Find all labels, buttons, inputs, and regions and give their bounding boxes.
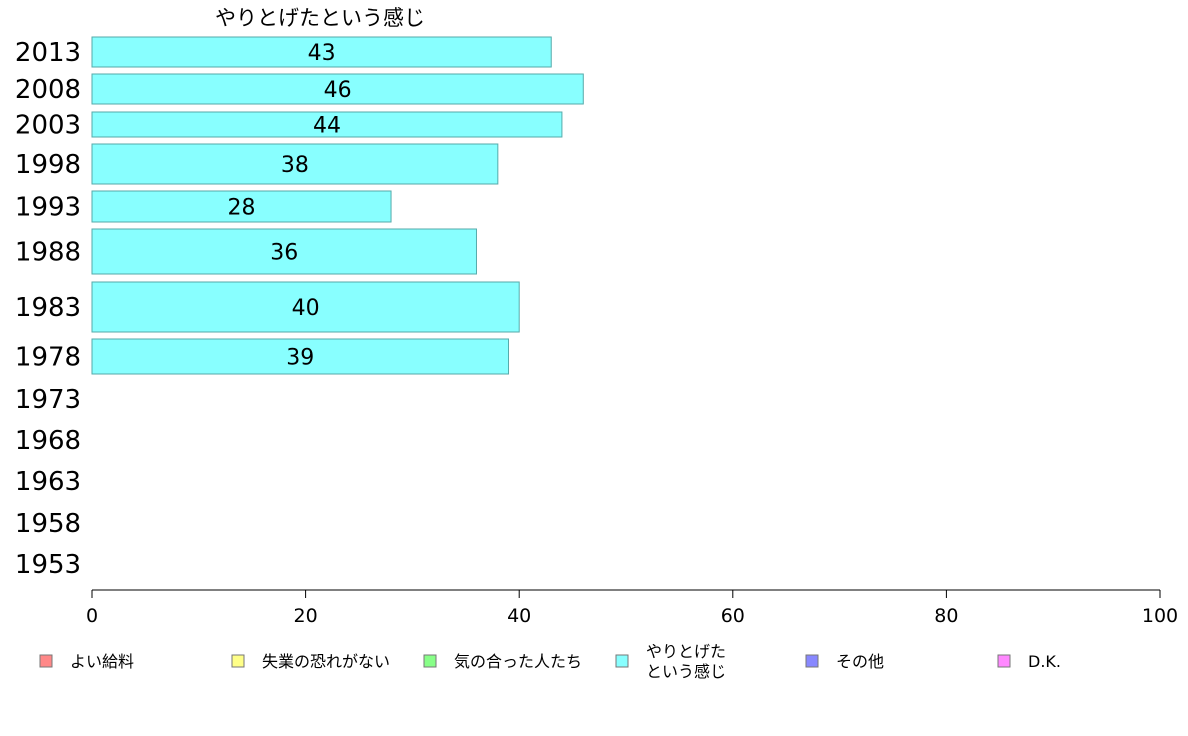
bar-2008 [91, 73, 584, 105]
category-label-2003: 2003 [15, 111, 81, 141]
x-tick-label-40: 40 [507, 605, 531, 627]
category-label-1958: 1958 [15, 509, 81, 539]
x-tick-label-80: 80 [934, 605, 958, 627]
category-label-1998: 1998 [15, 150, 81, 180]
category-label-2008: 2008 [15, 75, 81, 105]
legend-swatch-3 [615, 654, 629, 668]
category-label-1953: 1953 [15, 550, 81, 580]
bar-1983 [91, 281, 520, 333]
category-label-1973: 1973 [15, 385, 81, 415]
legend-swatch-0 [39, 654, 53, 668]
data-label-1988: 36 [270, 241, 298, 266]
category-label-1968: 1968 [15, 426, 81, 456]
chart-title: やりとげたという感じ [215, 6, 425, 30]
bar-2013 [91, 36, 552, 68]
bar-1988 [91, 228, 477, 275]
category-label-1993: 1993 [15, 193, 81, 223]
category-label-1988: 1988 [15, 238, 81, 268]
data-label-2003: 44 [313, 114, 341, 139]
x-axis: 0 20 40 60 80 100 [86, 589, 1178, 627]
data-label-2013: 43 [308, 41, 336, 66]
legend: よい給料 失業の恐れがない 気の合った人たち やりとげたという感じ その他 D.K. [39, 642, 1061, 681]
legend-swatch-2 [423, 654, 437, 668]
bar-2003 [91, 111, 563, 138]
legend-swatch-4 [805, 654, 819, 668]
legend-label-2: 気の合った人たち [454, 652, 582, 671]
x-tick-label-60: 60 [721, 605, 745, 627]
x-tick-label-0: 0 [86, 605, 98, 627]
data-label-2008: 46 [324, 78, 352, 103]
data-label-1998: 38 [281, 153, 309, 178]
category-label-2013: 2013 [15, 38, 81, 68]
legend-label-4: その他 [836, 652, 884, 671]
category-label-1963: 1963 [15, 467, 81, 497]
bars-group: 2013 43 2008 46 2003 44 1998 38 1993 28 1988 36 1983… [15, 36, 584, 580]
x-tick-label-100: 100 [1142, 605, 1178, 627]
legend-label-3: やりとげたという感じ [646, 642, 726, 681]
legend-label-0: よい給料 [70, 652, 134, 671]
data-label-1978: 39 [286, 346, 314, 371]
category-label-1978: 1978 [15, 343, 81, 373]
legend-swatch-1 [231, 654, 245, 668]
data-label-1983: 40 [292, 296, 320, 321]
bar-1998 [91, 143, 499, 185]
x-tick-label-20: 20 [294, 605, 318, 627]
bar-1993 [91, 190, 392, 223]
legend-swatch-5 [997, 654, 1011, 668]
data-label-1993: 28 [228, 196, 256, 221]
bar-1978 [91, 338, 510, 375]
legend-label-1: 失業の恐れがない [262, 652, 390, 671]
legend-label-5: D.K. [1028, 652, 1061, 671]
category-label-1983: 1983 [15, 293, 81, 323]
